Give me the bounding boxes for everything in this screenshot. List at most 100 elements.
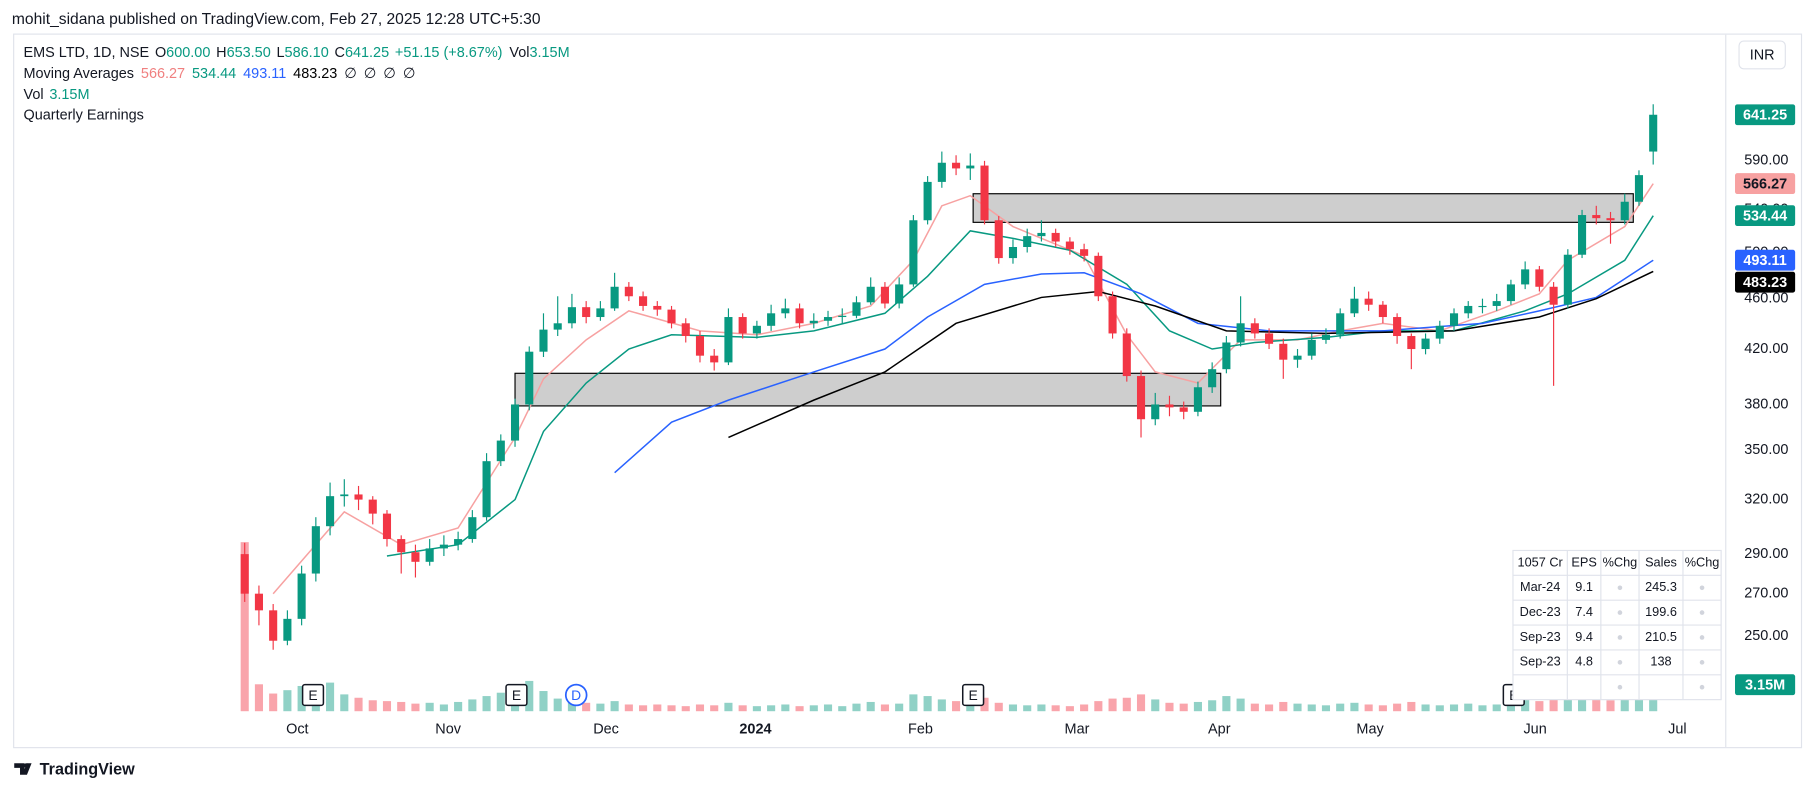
candle-body xyxy=(1421,338,1430,350)
published-line: mohit_sidana published on TradingView.co… xyxy=(12,11,541,28)
volume-bar xyxy=(596,703,605,712)
candle-body xyxy=(425,548,434,562)
x-tick-label: Apr xyxy=(1208,722,1231,738)
candle-body xyxy=(681,323,690,337)
candle-body xyxy=(823,317,833,321)
currency-label[interactable]: INR xyxy=(1750,47,1775,63)
candle-body xyxy=(1165,404,1174,408)
volume-bar xyxy=(1492,704,1501,712)
ohlc-value: 586.10 xyxy=(285,45,329,61)
volume-bar xyxy=(1179,703,1188,712)
volume-bar xyxy=(1165,702,1174,712)
candle-body xyxy=(767,313,776,326)
currency-button[interactable] xyxy=(1738,40,1786,70)
candles xyxy=(240,104,1658,650)
price-label-bg xyxy=(1735,104,1796,126)
table-cell: 9.4 xyxy=(1575,629,1593,644)
volume-label-bg xyxy=(1735,674,1796,696)
candle-body xyxy=(1193,387,1202,412)
candle-body xyxy=(1122,333,1131,377)
candle-body xyxy=(525,351,534,405)
moving-average-line xyxy=(728,270,1654,439)
candle-body xyxy=(1136,376,1146,420)
volume-bar xyxy=(710,705,719,712)
volume-bar xyxy=(454,701,463,712)
event-marker[interactable]: E xyxy=(961,683,985,707)
candle-body xyxy=(1549,286,1558,305)
candle-body xyxy=(1080,249,1089,256)
price-label: 534.44 xyxy=(1743,209,1787,225)
volume-bar xyxy=(269,693,278,712)
y-tick-label: 350.00 xyxy=(1744,442,1788,458)
candle-body xyxy=(1222,342,1231,370)
candle-body xyxy=(895,284,904,304)
event-marker[interactable]: E xyxy=(505,683,528,707)
volume-bar xyxy=(1250,703,1259,712)
ma-title: Moving Averages xyxy=(23,66,134,82)
price-zone xyxy=(972,193,1634,223)
axes: 250.00 270.00 290.00 320.00 350.00 380.00 420.… xyxy=(286,104,1796,738)
volume-bar xyxy=(1535,701,1544,712)
volume-bar xyxy=(1393,703,1402,712)
event-marker[interactable]: D xyxy=(564,683,588,707)
volume-bar xyxy=(738,705,747,712)
volume-bar xyxy=(397,701,406,712)
volume-bar xyxy=(1321,705,1331,712)
table-cell: 4.8 xyxy=(1575,654,1593,669)
volume-bar xyxy=(425,702,434,712)
chart-frame xyxy=(13,33,1803,749)
event-marker[interactable]: E xyxy=(301,683,325,707)
volume-bar xyxy=(1407,701,1416,712)
volume-bar xyxy=(1350,702,1359,712)
x-tick-label: Oct xyxy=(286,722,308,738)
volume-bar xyxy=(254,684,263,712)
candle-body xyxy=(340,494,349,497)
earnings-table: 1057 Cr EPS %Chg Sales %Chg Mar-24 9.1 245.3 Dec… xyxy=(1512,549,1722,701)
candle-body xyxy=(496,440,505,462)
volume-bar xyxy=(1592,699,1601,712)
candle-body xyxy=(326,496,335,527)
table-header: 1057 Cr xyxy=(1518,554,1564,569)
candle-body xyxy=(553,323,562,330)
volume-bar xyxy=(880,704,889,712)
candle-body xyxy=(724,317,733,363)
candle-body xyxy=(838,315,847,318)
table-header: %Chg xyxy=(1685,554,1720,569)
candle-body xyxy=(624,286,633,297)
ohlc-value: 653.50 xyxy=(227,45,271,61)
candle-body xyxy=(354,494,363,500)
table-header: EPS xyxy=(1571,554,1596,569)
volume-bar xyxy=(1421,704,1430,712)
event-label: E xyxy=(308,687,317,703)
ohlc-key: L xyxy=(277,45,285,61)
candle-body xyxy=(795,308,804,324)
legend-line: Vol 3.15M xyxy=(23,87,89,103)
candle-body xyxy=(923,181,932,221)
price-label-bg xyxy=(1735,249,1796,271)
table-cell: Sep-23 xyxy=(1520,654,1561,669)
volume-bar xyxy=(1293,703,1302,712)
candle-body xyxy=(752,325,761,334)
candle-body xyxy=(297,573,306,619)
candle-body xyxy=(880,286,889,304)
volume-bar xyxy=(1193,701,1202,712)
x-tick-label: May xyxy=(1356,722,1384,738)
legend-line: Quarterly Earnings xyxy=(23,107,143,123)
candle-body xyxy=(368,499,377,514)
candle-body xyxy=(866,286,875,303)
earnings-badge xyxy=(505,683,528,707)
volume-bar xyxy=(1023,705,1032,712)
volume-bar xyxy=(382,701,392,712)
table-cell: Mar-24 xyxy=(1520,579,1560,594)
candle-body xyxy=(382,513,392,540)
y-tick-label: 460.00 xyxy=(1744,290,1788,306)
candle-body xyxy=(1606,218,1615,221)
candle-body xyxy=(468,517,477,540)
volume-bar xyxy=(809,705,818,712)
candle-body xyxy=(582,307,591,318)
volume-bar xyxy=(795,706,804,712)
volume-bar xyxy=(980,697,989,712)
volume-bar xyxy=(667,705,676,712)
candle-body xyxy=(1008,246,1018,259)
candle-body xyxy=(1435,325,1444,339)
